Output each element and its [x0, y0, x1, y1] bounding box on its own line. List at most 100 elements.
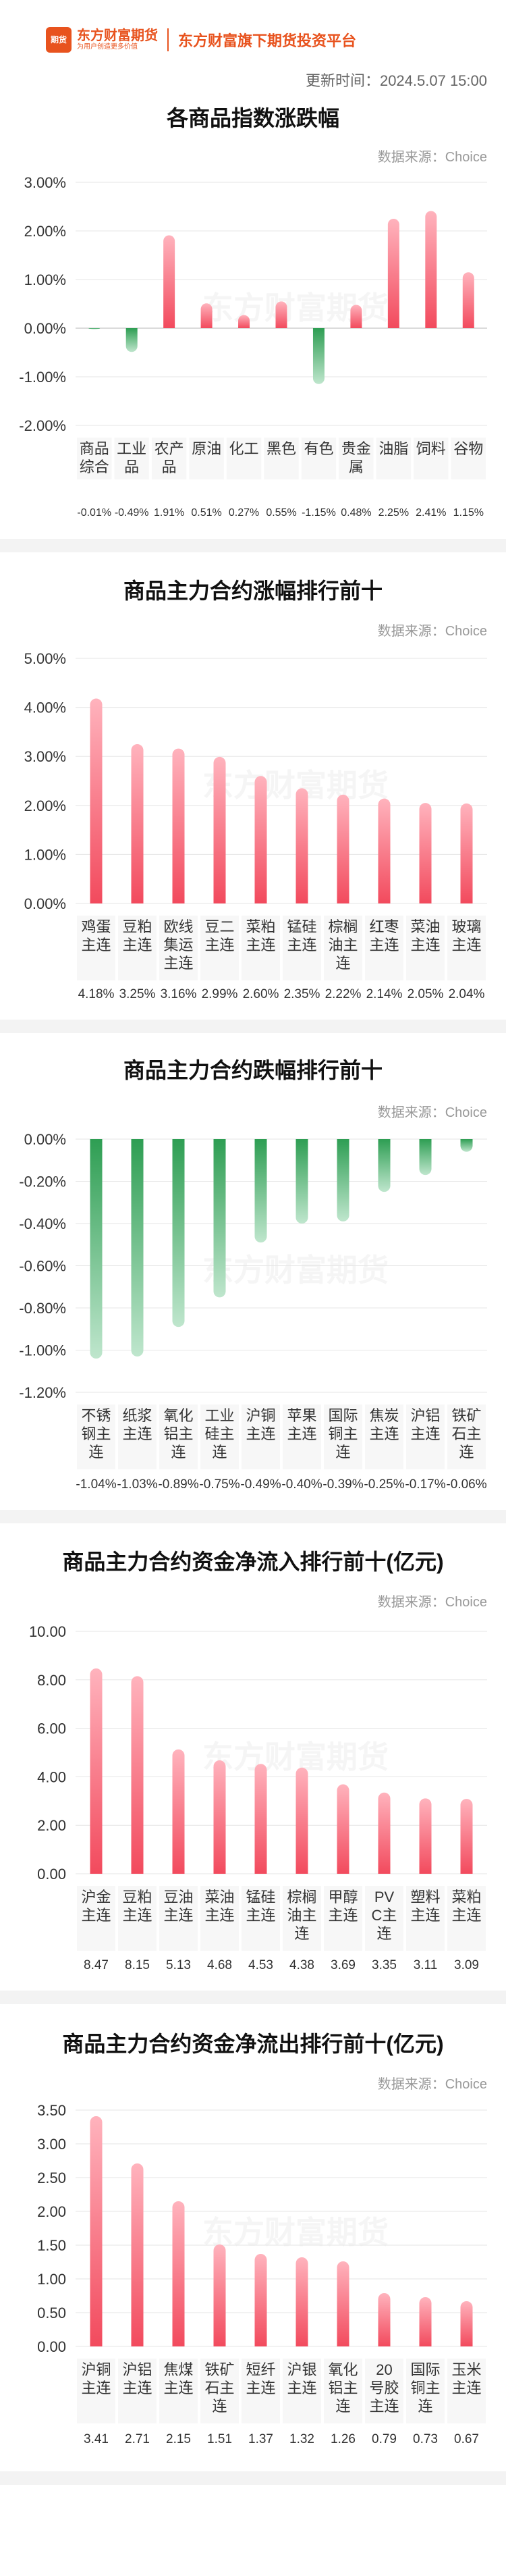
- category-label: 菜粕主连: [451, 1889, 481, 1924]
- category-label: 工业硅主连: [204, 1407, 234, 1461]
- category-label: 焦煤主连: [163, 2361, 193, 2396]
- y-tick-label: 6.00: [37, 1720, 66, 1737]
- category-label-bg: [406, 916, 445, 980]
- category-label-bg: [365, 1404, 403, 1469]
- value-label: 1.51: [207, 2432, 232, 2446]
- y-tick-label: 0.00: [37, 2338, 66, 2355]
- y-tick-label: 8.00: [37, 1672, 66, 1689]
- chart-bar: [378, 2293, 391, 2346]
- category-label-bg: [365, 916, 403, 980]
- value-label: -0.49%: [115, 507, 149, 519]
- category-label: 有色: [304, 440, 333, 457]
- category-label: 沪铝主连: [410, 1407, 440, 1442]
- chart-title: 商品主力合约跌幅排行前十: [123, 1058, 383, 1082]
- value-label: 1.32: [289, 2432, 314, 2446]
- data-source-label: 数据来源：Choice: [377, 1595, 487, 1610]
- y-tick-label: 4.00: [37, 1768, 66, 1785]
- category-label: 沪铝主连: [122, 2361, 152, 2396]
- bar-chart: 3.50 3.00 2.50 2.00 1.50 1.00 0.50 0.00 沪铜主连 3.41…: [37, 2102, 487, 2446]
- chart-bar: [254, 776, 267, 903]
- value-label: 1.26: [331, 2432, 356, 2446]
- chart-bar: [90, 698, 103, 903]
- value-label: -0.01%: [77, 507, 111, 519]
- value-label: 2.04%: [449, 987, 485, 1001]
- category-label: 铁矿石主连: [204, 2361, 234, 2415]
- category-label: 豆粕主连: [122, 1889, 152, 1924]
- value-label: -1.15%: [302, 507, 336, 519]
- chart-bar: [460, 1799, 473, 1874]
- category-label-bg: [114, 438, 149, 479]
- chart-bar: [337, 1139, 349, 1221]
- value-label: 0.27%: [229, 507, 259, 519]
- value-label: 1.15%: [453, 507, 484, 519]
- category-label: 商品综合: [80, 440, 109, 475]
- category-label: 氧化铝主连: [163, 1407, 193, 1461]
- value-label: 2.60%: [243, 987, 279, 1001]
- category-label: 国际铜主连: [328, 1407, 358, 1461]
- value-label: -0.25%: [364, 1477, 404, 1492]
- category-label: 棕榈油主连: [287, 1889, 316, 1942]
- chart-bar: [131, 744, 144, 903]
- chart-title: 商品主力合约涨幅排行前十: [123, 579, 383, 603]
- category-label: 塑料主连: [410, 1889, 440, 1924]
- chart-bar: [90, 1668, 103, 1874]
- chart-bar: [296, 1139, 308, 1224]
- data-source-label: 数据来源：Choice: [377, 2077, 487, 2092]
- category-label: 沪铜主连: [246, 1407, 275, 1442]
- y-tick-label: -1.00%: [19, 1342, 66, 1359]
- value-label: 1.91%: [154, 507, 184, 519]
- category-label: 欧线集运主连: [163, 918, 193, 972]
- chart-bar: [337, 2261, 349, 2346]
- value-label: 0.55%: [266, 507, 296, 519]
- value-label: 2.15: [166, 2432, 191, 2446]
- category-label: 红枣主连: [369, 918, 399, 953]
- value-label: -1.03%: [117, 1477, 157, 1492]
- value-label: 3.11: [414, 1958, 438, 1972]
- value-label: 0.67: [454, 2432, 479, 2446]
- category-label: 农产品: [154, 440, 184, 475]
- y-tick-label: 0.50: [37, 2305, 66, 2321]
- bar-chart: 5.00% 4.00% 3.00% 2.00% 1.00% 0.00% 鸡蛋主连 4.18% 豆…: [24, 650, 487, 1001]
- chart-bar: [172, 1139, 185, 1328]
- y-tick-label: 2.00%: [24, 797, 66, 814]
- page-header: 期货 东方财富期货 为用户创造更多价值 东方财富旗下期货投资平台: [0, 0, 506, 61]
- section-divider: [0, 2471, 506, 2485]
- category-label-bg: [242, 1886, 280, 1951]
- category-label-bg: [324, 1404, 362, 1469]
- chart-bar: [254, 1764, 267, 1874]
- chart-bar: [419, 1798, 432, 1874]
- chart-bar: [172, 748, 185, 903]
- category-label: 谷物: [453, 440, 483, 457]
- chart-bar: [131, 2163, 144, 2346]
- category-label: 菜粕主连: [246, 918, 275, 953]
- category-label-bg: [283, 1886, 321, 1951]
- y-tick-label: 2.50: [37, 2170, 66, 2186]
- data-source-label: 数据来源：Choice: [377, 1105, 487, 1120]
- category-label-bg: [406, 1404, 445, 1469]
- value-label: 0.51%: [191, 507, 221, 519]
- category-label: 不锈钢主连: [81, 1407, 111, 1461]
- y-tick-label: 5.00%: [24, 650, 66, 667]
- bar-chart: 3.00% 2.00% 1.00% 0.00% -1.00% -2.00% 商品综合 -0.0…: [19, 174, 487, 519]
- chart-bar: [275, 301, 287, 328]
- category-label-bg: [242, 916, 280, 980]
- section-divider: [0, 1991, 506, 2004]
- category-label-bg: [324, 1886, 362, 1951]
- y-tick-label: 2.00: [37, 2203, 66, 2220]
- brand-slogan: 为用户创造更多价值: [77, 43, 138, 51]
- chart-bar: [238, 315, 250, 328]
- category-label-bg: [200, 1886, 239, 1951]
- chart-bar: [419, 1139, 432, 1176]
- bar-chart: 10.00 8.00 6.00 4.00 2.00 0.00 沪金主连 8.47 豆粕主连 8.1…: [29, 1623, 487, 1972]
- value-label: 3.25%: [119, 987, 156, 1001]
- value-label: 0.79: [372, 2432, 397, 2446]
- y-tick-label: 4.00%: [24, 700, 66, 716]
- value-label: 1.37: [248, 2432, 273, 2446]
- y-tick-label: 0.00%: [24, 320, 66, 337]
- category-label-bg: [77, 438, 112, 479]
- category-label-bg: [200, 1404, 239, 1469]
- y-tick-label: -0.40%: [19, 1215, 66, 1232]
- category-label: 沪银主连: [287, 2361, 316, 2396]
- value-label: 4.38: [289, 1958, 314, 1972]
- value-label: 5.13: [166, 1958, 191, 1972]
